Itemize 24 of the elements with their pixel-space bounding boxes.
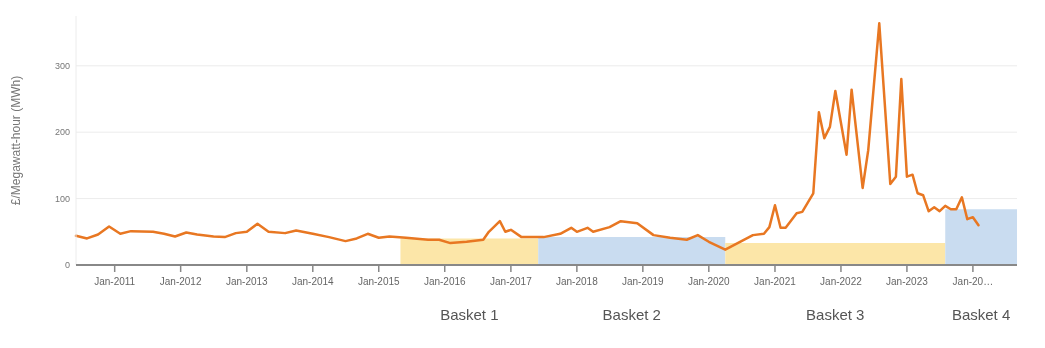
x-tick-label: Jan-2018 [556, 276, 599, 287]
x-tick-label: Jan-2023 [886, 276, 929, 287]
y-axis-title: £/Megawatt-hour (MWh) [9, 75, 23, 206]
x-tick-label: Jan-2011 [94, 276, 136, 287]
text: Basket 1 [440, 306, 499, 323]
x-tick-label: Jan-20… [952, 276, 994, 287]
x-tick-label: Jan-2022 [820, 276, 863, 287]
line-series [74, 22, 980, 251]
x-tick-label: Jan-2016 [423, 276, 467, 287]
x-tick-label: Jan-2017 [490, 276, 533, 287]
text: Basket 4 [951, 306, 1011, 323]
y-tick-label: 0 [64, 260, 70, 270]
x-tick-label: Jan-2019 [621, 276, 665, 287]
y-tick-label: 100 [54, 193, 70, 204]
text: Basket 2 [602, 306, 661, 323]
x-tick-label: Jan-2012 [159, 276, 202, 287]
x-tick-label: Jan-2013 [225, 276, 269, 287]
text: Basket 3 [806, 306, 865, 323]
x-tick-label: Jan-2021 [754, 276, 797, 287]
x-tick-label: Jan-2020 [687, 276, 731, 287]
x-tick-label: Jan-2015 [357, 276, 401, 287]
y-tick-label: 300 [54, 60, 70, 71]
y-tick-label: 200 [54, 127, 70, 138]
x-tick-label: Jan-2014 [291, 276, 335, 287]
